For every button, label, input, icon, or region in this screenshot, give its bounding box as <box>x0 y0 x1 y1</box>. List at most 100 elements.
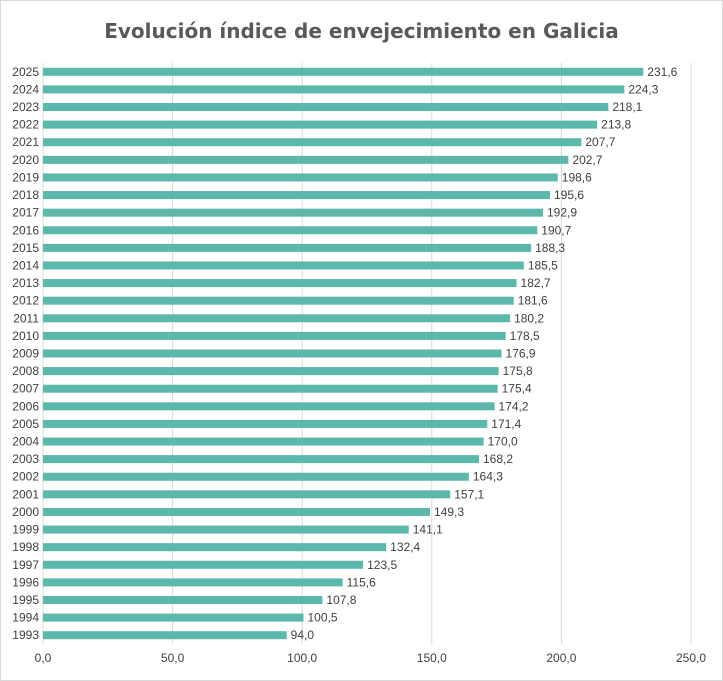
data-label-2020: 202,7 <box>572 153 602 167</box>
bar-2025 <box>43 67 644 76</box>
data-label-2008: 175,8 <box>503 364 533 378</box>
y-category-label-2001: 2001 <box>12 487 39 501</box>
bar-2002 <box>43 472 469 481</box>
y-category-label-1995: 1995 <box>12 593 39 607</box>
y-category-label-2008: 2008 <box>12 364 39 378</box>
bar-2021 <box>43 138 582 147</box>
y-category-label-1996: 1996 <box>12 575 39 589</box>
data-label-1994: 100,5 <box>307 611 337 625</box>
y-category-label-2003: 2003 <box>12 452 39 466</box>
bar-2018 <box>43 191 550 200</box>
data-label-2001: 157,1 <box>454 487 484 501</box>
data-label-2023: 218,1 <box>612 100 642 114</box>
bar-2006 <box>43 402 495 411</box>
y-category-label-1997: 1997 <box>12 558 39 572</box>
data-label-1995: 107,8 <box>326 593 356 607</box>
data-label-2006: 174,2 <box>499 399 529 413</box>
bar-1999 <box>43 525 409 534</box>
bar-2022 <box>43 120 598 129</box>
x-tick-label: 150,0 <box>417 651 447 665</box>
bar-2019 <box>43 173 558 182</box>
x-axis-labels: 0,0 50,0 100,0 150,0 200,0 250,0 <box>35 651 707 665</box>
y-category-label-2022: 2022 <box>12 118 39 132</box>
bar-1998 <box>43 543 387 552</box>
bar-2010 <box>43 331 506 340</box>
bar-2015 <box>43 243 532 252</box>
bar-2016 <box>43 226 538 235</box>
y-category-label-1994: 1994 <box>12 611 39 625</box>
bar-2003 <box>43 455 479 464</box>
y-category-label-2016: 2016 <box>12 223 39 237</box>
bar-2000 <box>43 507 430 516</box>
y-category-label-2010: 2010 <box>12 329 39 343</box>
data-label-2005: 171,4 <box>491 417 521 431</box>
data-label-2019: 198,6 <box>562 170 592 184</box>
bar-2023 <box>43 103 609 112</box>
data-label-2010: 178,5 <box>510 329 540 343</box>
bar-1993 <box>43 631 287 640</box>
bar-2011 <box>43 314 511 323</box>
y-category-label-2019: 2019 <box>12 170 39 184</box>
data-label-2021: 207,7 <box>585 135 615 149</box>
data-label-2007: 175,4 <box>502 382 532 396</box>
bar-2004 <box>43 437 484 446</box>
y-category-label-2009: 2009 <box>12 347 39 361</box>
bar-2014 <box>43 261 524 270</box>
bar-2008 <box>43 367 499 376</box>
bar-2013 <box>43 279 517 288</box>
data-label-1993: 94,0 <box>291 628 315 642</box>
data-label-1998: 132,4 <box>390 540 420 554</box>
y-category-label-2025: 2025 <box>12 65 39 79</box>
y-category-label-2015: 2015 <box>12 241 39 255</box>
data-label-2014: 185,5 <box>528 258 558 272</box>
data-label-2024: 224,3 <box>628 82 658 96</box>
y-category-label-1998: 1998 <box>12 540 39 554</box>
data-label-2016: 190,7 <box>541 223 571 237</box>
data-label-2000: 149,3 <box>434 505 464 519</box>
bar-2017 <box>43 208 543 217</box>
x-tick-label: 250,0 <box>676 651 706 665</box>
y-category-label-2013: 2013 <box>12 276 39 290</box>
y-category-label-2011: 2011 <box>13 311 39 325</box>
data-label-2004: 170,0 <box>488 435 518 449</box>
y-category-label-2005: 2005 <box>12 417 39 431</box>
y-category-label-2004: 2004 <box>12 435 39 449</box>
data-label-2013: 182,7 <box>521 276 551 290</box>
y-category-label-2018: 2018 <box>12 188 39 202</box>
bar-1994 <box>43 613 304 622</box>
data-label-2018: 195,6 <box>554 188 584 202</box>
bar-2005 <box>43 419 488 428</box>
chart-title: Evolución índice de envejecimiento en Ga… <box>104 19 619 43</box>
bars <box>43 67 644 640</box>
y-category-label-2012: 2012 <box>12 294 39 308</box>
data-label-2003: 168,2 <box>483 452 513 466</box>
y-category-label-2020: 2020 <box>12 153 39 167</box>
data-label-2022: 213,8 <box>601 118 631 132</box>
y-category-label-2024: 2024 <box>12 82 39 96</box>
data-label-2012: 181,6 <box>518 294 548 308</box>
y-category-label-2021: 2021 <box>12 135 39 149</box>
bar-2012 <box>43 296 514 305</box>
data-label-2017: 192,9 <box>547 206 577 220</box>
data-label-2025: 231,6 <box>647 65 677 79</box>
y-category-label-1999: 1999 <box>12 523 39 537</box>
y-category-label-2006: 2006 <box>12 399 39 413</box>
y-category-label-2002: 2002 <box>12 470 39 484</box>
y-category-label-2023: 2023 <box>12 100 39 114</box>
x-tick-label: 100,0 <box>287 651 317 665</box>
bar-1996 <box>43 578 343 587</box>
x-tick-label: 0,0 <box>35 651 52 665</box>
bar-2024 <box>43 85 625 94</box>
data-label-2002: 164,3 <box>473 470 503 484</box>
y-category-label-2007: 2007 <box>12 382 39 396</box>
bar-2007 <box>43 384 498 393</box>
data-label-1996: 115,6 <box>347 575 376 589</box>
bar-2001 <box>43 490 451 499</box>
bar-2009 <box>43 349 502 358</box>
data-label-1999: 141,1 <box>413 523 443 537</box>
bar-1997 <box>43 560 364 569</box>
y-axis-labels: 2025 2024 2023 2022 2021 2020 2019 2018 2017 2016… <box>12 65 39 642</box>
bar-1995 <box>43 595 323 604</box>
